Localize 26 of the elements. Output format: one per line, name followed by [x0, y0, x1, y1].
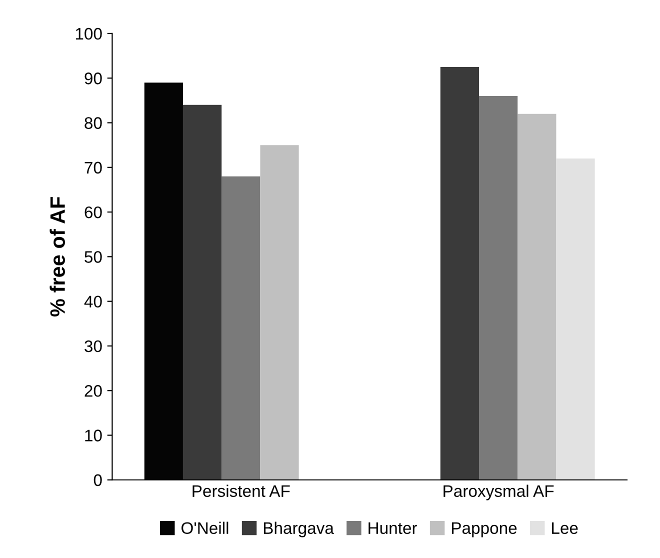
legend-label: Lee: [552, 522, 578, 534]
y-tick-label: 80: [84, 117, 102, 129]
legend-label: Bhargava: [264, 522, 334, 538]
legend-label: O'Neill: [181, 522, 228, 534]
y-tick-label: 60: [84, 206, 102, 218]
x-tick-label: Persistent AF: [192, 484, 290, 497]
y-tick-label: 50: [84, 251, 102, 263]
bar: [440, 66, 479, 480]
y-tick-label: 70: [84, 162, 102, 174]
y-tick-label: 30: [84, 340, 102, 352]
y-tick-label: 40: [84, 296, 102, 308]
y-tick-label: 20: [84, 385, 102, 397]
x-tick-label: Paroxysmal AF: [444, 484, 554, 500]
legend-label: Hunter: [368, 522, 418, 534]
bar: [222, 176, 260, 480]
bar: [556, 158, 595, 480]
bar: [518, 114, 556, 480]
bar: [182, 104, 222, 480]
legend-label: Pappone: [452, 522, 517, 538]
bar: [478, 96, 518, 480]
bar: [260, 145, 299, 480]
y-tick-label: 0: [94, 474, 102, 486]
y-tick-label: 100: [76, 28, 102, 40]
y-tick-label: 10: [85, 430, 102, 442]
y-tick-label: 90: [84, 72, 102, 84]
y-axis-title: % free of AF: [50, 197, 65, 317]
